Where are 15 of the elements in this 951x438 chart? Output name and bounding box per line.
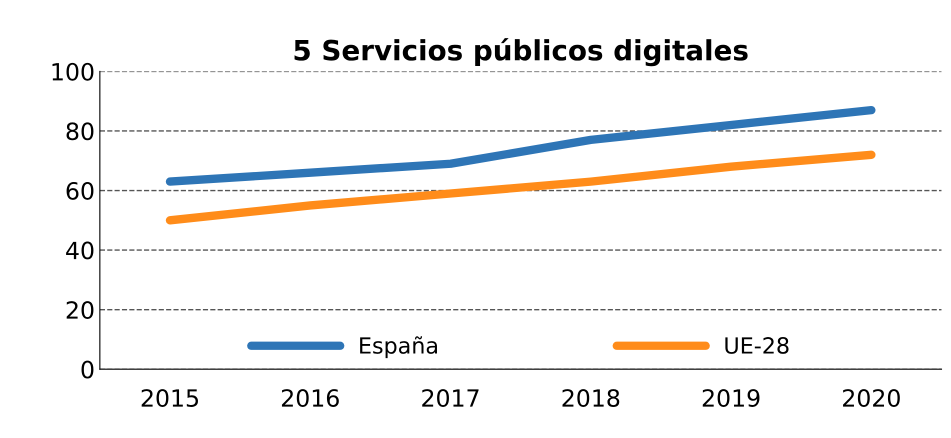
x-tick-label: 2018 [562, 389, 620, 407]
y-tick-label: 60 [66, 182, 94, 200]
legend-label: España [360, 336, 437, 358]
y-tick-label: 40 [66, 242, 94, 260]
x-tick-label: 2019 [702, 389, 760, 407]
y-tick-label: 80 [66, 122, 94, 140]
legend-label: UE-28 [725, 337, 789, 354]
y-tick-label: 100 [52, 62, 94, 81]
y-tick-label: 20 [66, 301, 94, 319]
x-tick-label: 2020 [843, 389, 900, 407]
x-tick-label: 2016 [282, 389, 339, 407]
x-tick-label: 2015 [142, 389, 198, 407]
x-tick-label: 2017 [422, 389, 479, 407]
chart-title: 5 Servicios públicos digitales [294, 38, 748, 66]
y-tick-label: 0 [82, 360, 94, 379]
